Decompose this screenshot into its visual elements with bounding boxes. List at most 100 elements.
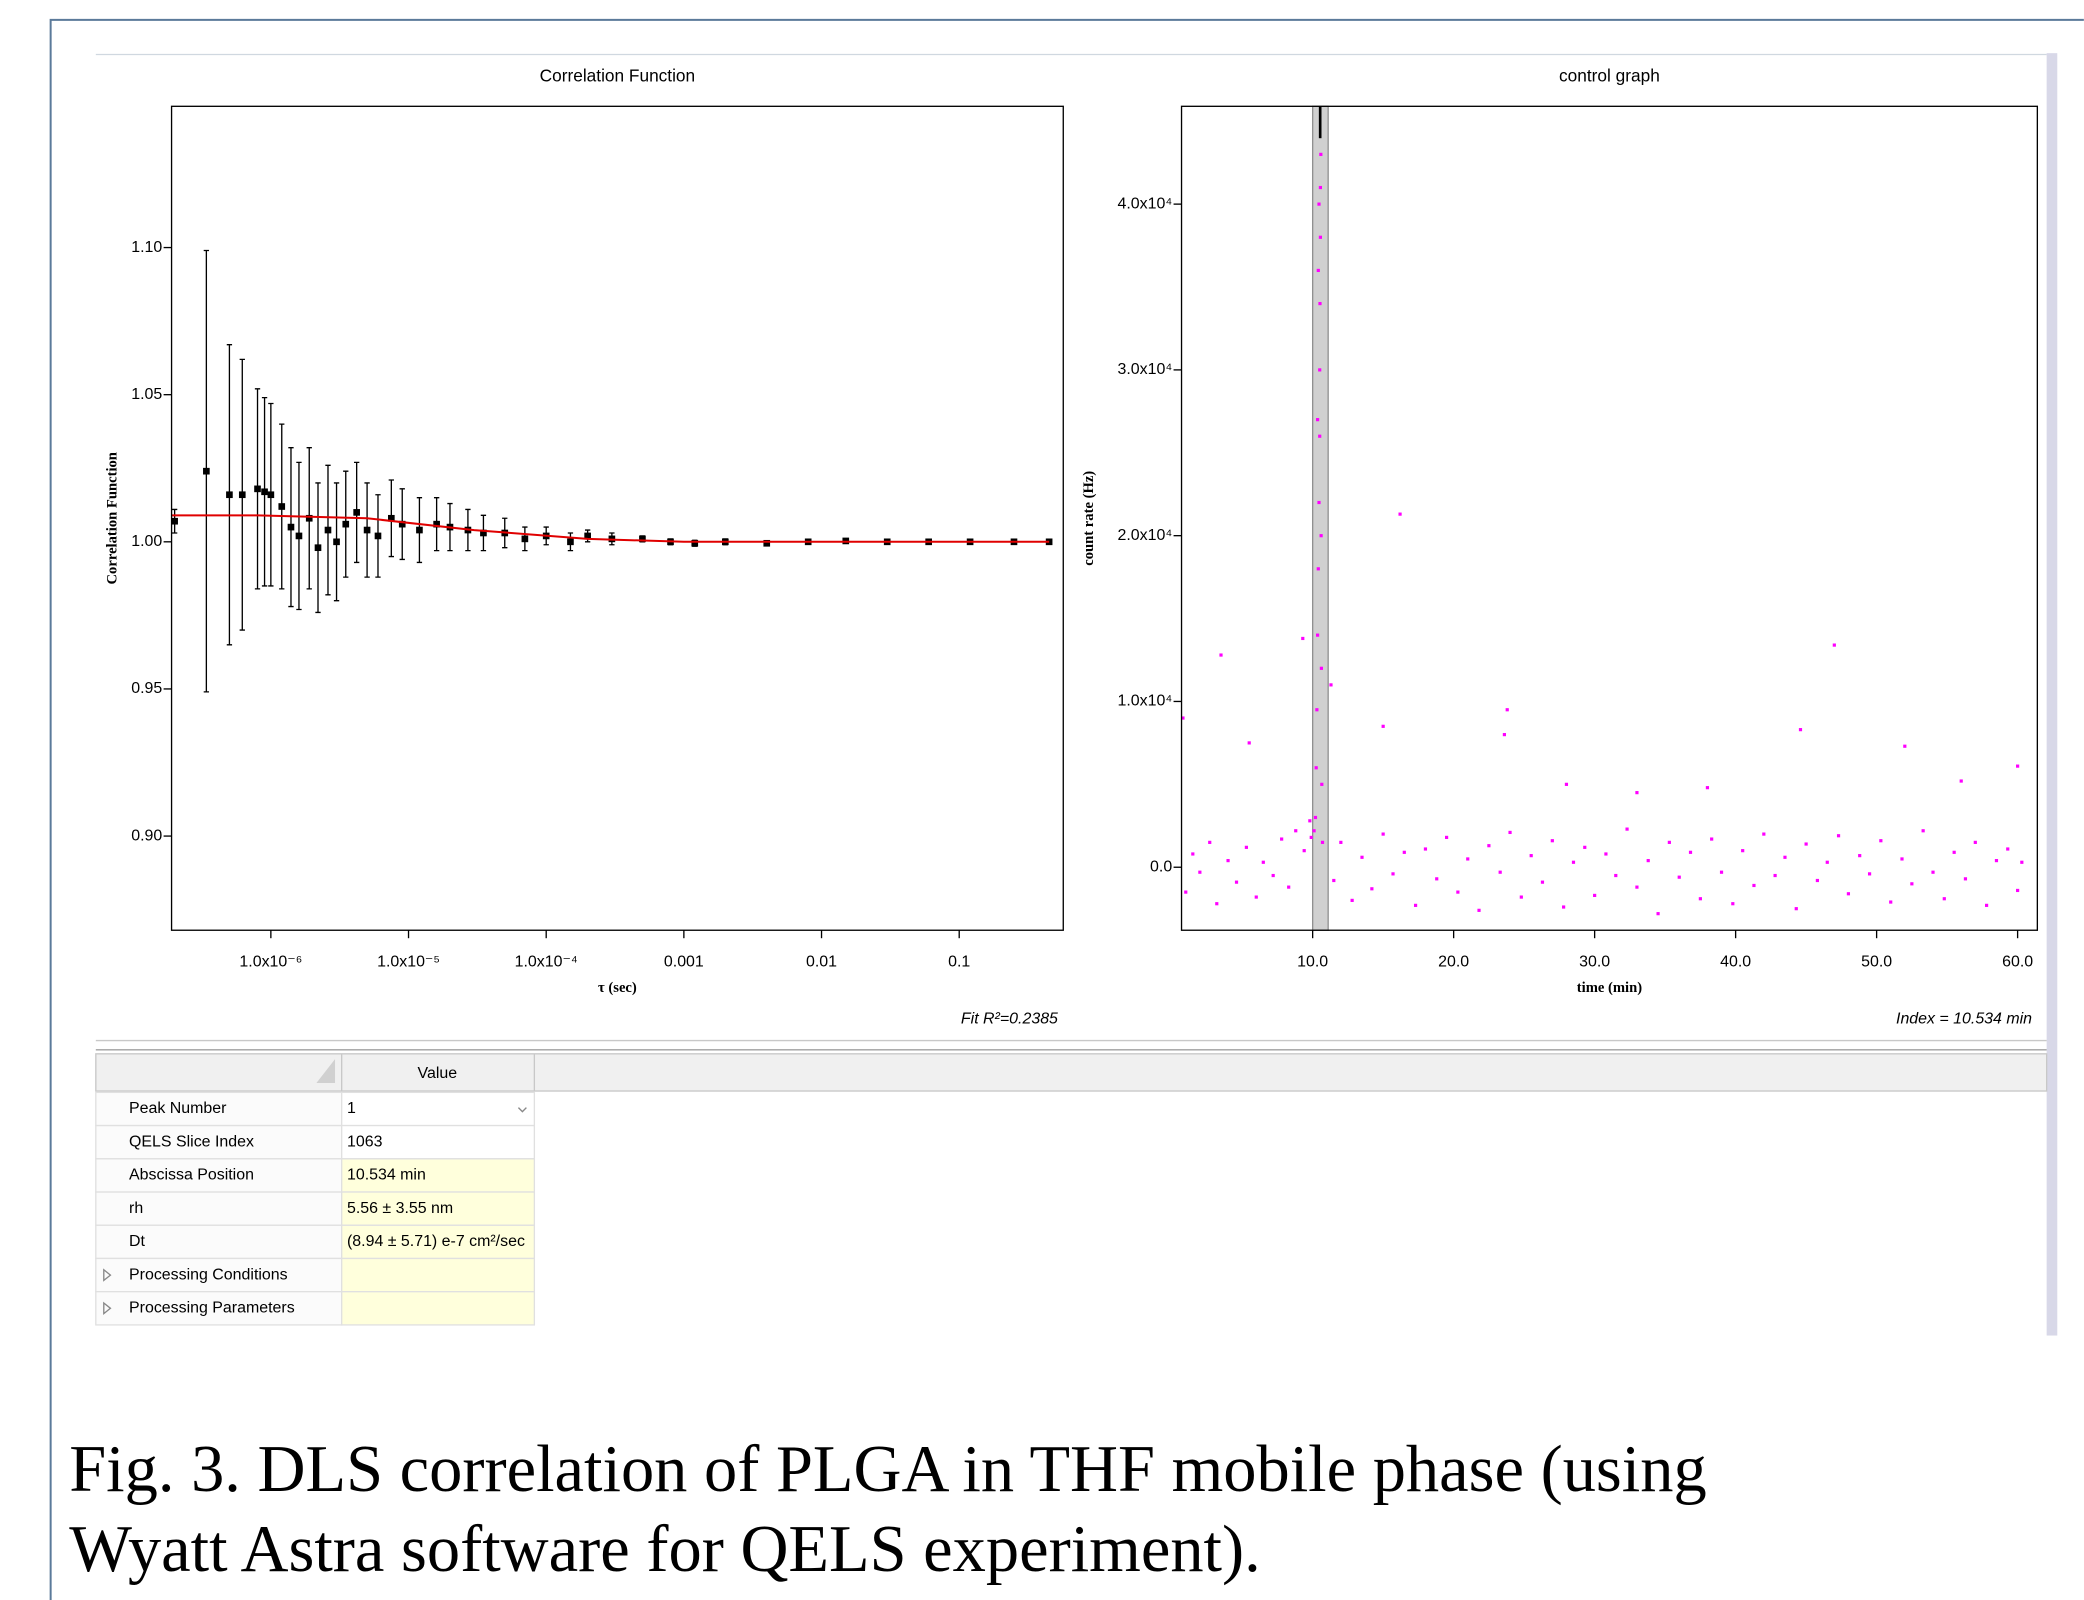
point — [1350, 898, 1354, 902]
point — [2020, 860, 2024, 864]
point — [1705, 786, 1710, 790]
point — [1583, 845, 1587, 849]
point — [1184, 890, 1188, 894]
point — [1942, 897, 1946, 901]
point — [1550, 839, 1554, 843]
point — [1625, 827, 1629, 831]
point — [1952, 850, 1956, 854]
row-value-cell — [341, 1091, 536, 1127]
point — [1846, 892, 1851, 896]
point — [1247, 741, 1251, 745]
row-label: rh — [129, 1200, 143, 1217]
row-value: 10.534 min — [347, 1167, 426, 1184]
point — [1309, 835, 1313, 839]
point — [295, 532, 303, 540]
row-label-cell — [95, 1124, 343, 1160]
point — [1815, 878, 1819, 883]
point — [1836, 834, 1841, 838]
annotation: Fit R²=0.2385 — [961, 1010, 1058, 1027]
point — [1312, 829, 1316, 833]
point — [1423, 847, 1428, 851]
point — [1719, 870, 1724, 874]
point — [1234, 880, 1239, 884]
y-tick-label: 4.0x10⁴ — [1118, 195, 1173, 212]
point — [238, 491, 246, 499]
point — [1903, 744, 1907, 748]
point — [1313, 815, 1318, 820]
point — [1731, 902, 1735, 906]
row-value: 1063 — [347, 1133, 383, 1150]
point — [1320, 782, 1324, 786]
point — [1198, 870, 1202, 874]
column-header: Value — [418, 1065, 458, 1082]
row-label-cell — [95, 1091, 343, 1127]
point — [1921, 829, 1925, 833]
fit-line — [171, 514, 1050, 543]
point — [1502, 733, 1506, 737]
point — [763, 539, 771, 547]
x-tick-label: 10.0 — [1297, 953, 1328, 970]
point — [261, 488, 268, 496]
point — [1318, 434, 1322, 438]
point — [1752, 883, 1756, 888]
x-tick-label: 30.0 — [1579, 953, 1610, 970]
point — [1208, 840, 1212, 844]
point — [1879, 839, 1883, 843]
point — [1571, 860, 1576, 864]
grid-header — [95, 1053, 2048, 1092]
point — [521, 535, 529, 543]
point — [1261, 860, 1265, 864]
point — [691, 539, 699, 547]
point — [1677, 875, 1681, 879]
row-label-cell — [95, 1291, 343, 1326]
point — [324, 526, 332, 534]
point — [1798, 728, 1803, 732]
x-tick-label: 0.01 — [806, 953, 837, 970]
point — [584, 532, 591, 540]
point — [1215, 902, 1219, 906]
point — [1667, 840, 1671, 844]
point — [1318, 235, 1323, 239]
point — [1370, 887, 1374, 891]
point — [1445, 835, 1449, 839]
point — [1435, 877, 1439, 881]
point — [388, 514, 395, 522]
point — [1900, 857, 1904, 861]
point — [1959, 779, 1963, 783]
y-tick-label: 1.0x10⁴ — [1118, 693, 1173, 710]
chart-title: control graph — [1559, 66, 1660, 86]
x-tick-label: 60.0 — [2002, 953, 2033, 970]
row-label-cell — [95, 1224, 343, 1260]
point — [1604, 852, 1608, 856]
point — [1562, 905, 1566, 909]
point — [314, 544, 322, 552]
y-tick-label: 2.0x10⁴ — [1118, 527, 1173, 544]
point — [2016, 888, 2020, 893]
x-tick-label: 20.0 — [1438, 953, 1469, 970]
point — [287, 523, 295, 531]
point — [353, 509, 360, 516]
point — [1315, 633, 1320, 637]
point — [1294, 829, 1298, 833]
point — [1519, 895, 1523, 899]
point — [1314, 766, 1318, 770]
point — [1316, 567, 1320, 571]
point — [1287, 885, 1291, 889]
row-value-cell — [341, 1257, 536, 1293]
y-tick-label: 1.00 — [131, 533, 162, 550]
point — [1487, 844, 1491, 848]
y-tick-label: 0.90 — [131, 827, 162, 844]
point — [1710, 837, 1714, 841]
point — [1635, 885, 1639, 889]
point — [1320, 840, 1325, 844]
point — [254, 485, 261, 493]
point — [1226, 859, 1230, 863]
point — [433, 520, 440, 528]
point — [1858, 854, 1862, 858]
point — [1741, 849, 1745, 853]
point — [1466, 857, 1470, 861]
point — [1191, 852, 1195, 856]
point — [1391, 872, 1395, 876]
